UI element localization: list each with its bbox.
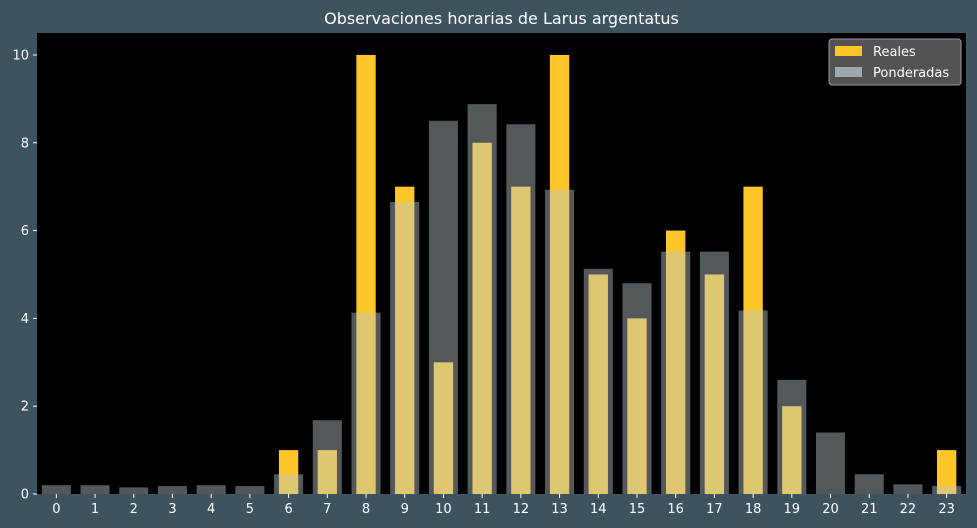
bar-reales-23 <box>936 450 957 494</box>
x-tick-label: 5 <box>246 502 254 517</box>
bar-ponderadas-21 <box>854 474 884 494</box>
bar-ponderadas-12 <box>506 124 536 495</box>
x-tick-label: 23 <box>938 502 955 517</box>
legend-label-ponderadas: Ponderadas <box>873 66 949 81</box>
bar-ponderadas-13 <box>545 189 575 495</box>
legend-label-reales: Reales <box>873 45 916 60</box>
bar-reales-11 <box>472 142 492 494</box>
bar-reales-13 <box>549 54 570 494</box>
bar-reales-9 <box>395 186 415 494</box>
x-tick-label: 16 <box>667 502 684 517</box>
bar-ponderadas-15 <box>622 283 652 494</box>
bar-ponderadas-17 <box>699 251 729 494</box>
bar-reales-12 <box>511 186 531 494</box>
legend: Reales Ponderadas <box>828 38 962 86</box>
chart-title: Observaciones horarias de Larus argentat… <box>324 9 679 28</box>
x-tick-label: 12 <box>513 502 530 517</box>
x-tick-label: 4 <box>207 502 215 517</box>
bar-ponderadas-19 <box>777 379 807 494</box>
bar-ponderadas-23 <box>932 486 962 494</box>
bar-ponderadas-1 <box>80 485 110 494</box>
y-tick-label: 2 <box>21 400 29 415</box>
x-tick-label: 13 <box>551 502 568 517</box>
plot-area <box>37 33 966 494</box>
bar-ponderadas-22 <box>893 484 923 494</box>
x-tick-label: 7 <box>323 502 331 517</box>
x-tick-label: 3 <box>168 502 176 517</box>
bar-reales-6 <box>278 450 299 494</box>
bar-ponderadas-5 <box>235 486 265 494</box>
y-tick-label: 0 <box>21 488 29 503</box>
x-tick-label: 19 <box>784 502 801 517</box>
bar-reales-15 <box>627 318 647 494</box>
y-tick-label: 10 <box>12 48 29 63</box>
x-tick-label: 18 <box>745 502 762 517</box>
x-tick-label: 17 <box>706 502 723 517</box>
bar-reales-16 <box>666 230 686 495</box>
bar-ponderadas-14 <box>583 268 613 494</box>
x-tick-label: 20 <box>822 502 839 517</box>
legend-swatch-reales <box>835 46 862 56</box>
bar-ponderadas-0 <box>41 485 71 494</box>
legend-swatch-ponderadas <box>835 67 862 77</box>
bar-ponderadas-16 <box>661 251 691 494</box>
bar-reales-17 <box>704 274 725 494</box>
bar-reales-18 <box>743 186 763 494</box>
y-tick-label: 8 <box>21 136 29 151</box>
bar-reales-14 <box>588 274 608 494</box>
x-tick-label: 15 <box>629 502 646 517</box>
x-tick-label: 1 <box>91 502 99 517</box>
bar-ponderadas-11 <box>467 104 497 494</box>
x-tick-label: 11 <box>474 502 491 517</box>
bar-ponderadas-7 <box>312 420 342 494</box>
bar-reales-19 <box>782 406 802 494</box>
x-tick-label: 8 <box>362 502 370 517</box>
x-tick-label: 21 <box>861 502 878 517</box>
x-tick-label: 0 <box>52 502 60 517</box>
x-tick-label: 10 <box>435 502 452 517</box>
bar-ponderadas-20 <box>816 432 846 494</box>
bar-ponderadas-8 <box>351 312 381 494</box>
x-tick-label: 6 <box>284 502 292 517</box>
bar-ponderadas-9 <box>390 202 420 495</box>
bar-ponderadas-10 <box>428 120 458 495</box>
bar-ponderadas-18 <box>738 310 768 494</box>
x-tick-label: 22 <box>900 502 917 517</box>
x-tick-label: 2 <box>130 502 138 517</box>
bar-ponderadas-4 <box>196 485 226 494</box>
bar-ponderadas-6 <box>274 474 304 494</box>
y-tick-label: 4 <box>21 312 29 327</box>
x-tick-label: 9 <box>401 502 409 517</box>
x-tick-label: 14 <box>590 502 607 517</box>
bar-ponderadas-2 <box>119 487 149 494</box>
bar-ponderadas-3 <box>157 486 187 494</box>
bar-reales-7 <box>317 450 337 494</box>
bar-reales-8 <box>356 54 376 494</box>
bar-reales-10 <box>433 362 454 494</box>
y-tick-label: 6 <box>21 224 29 239</box>
